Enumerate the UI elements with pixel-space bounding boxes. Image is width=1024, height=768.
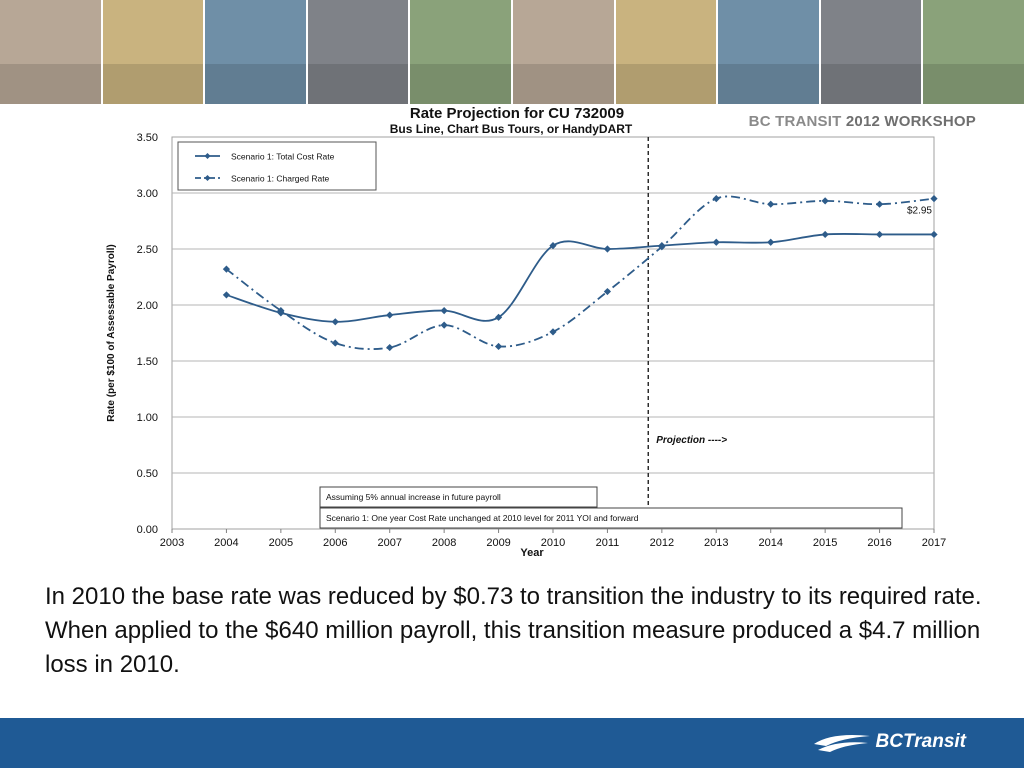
legend-marker <box>204 153 211 159</box>
note-box-payroll <box>319 486 598 508</box>
footer-bar: BCTransit <box>0 718 1024 768</box>
charged-rate-point <box>712 195 720 203</box>
total-cost-rate-point <box>875 230 884 239</box>
x-tick-label: 2003 <box>160 537 184 549</box>
photo-woman-phone <box>0 0 103 104</box>
footer-logo: BCTransit <box>812 730 966 754</box>
chart-title: Rate Projection for CU 732009 <box>410 105 624 122</box>
y-tick-label: 1.00 <box>137 412 158 424</box>
footer-logo-text: BCTransit <box>875 731 966 752</box>
projection-label: Projection ----> <box>656 435 727 446</box>
x-tick-label: 2007 <box>377 537 401 549</box>
charged-rate-line <box>225 195 935 350</box>
x-tick-label: 2006 <box>323 537 347 549</box>
bctransit-swoosh-icon <box>813 735 870 752</box>
charged-rate-point <box>603 287 612 296</box>
legend-marker <box>204 175 211 181</box>
y-tick-label: 3.50 <box>137 132 158 144</box>
charged-rate-point <box>930 195 938 203</box>
charged-rate-point <box>494 342 503 351</box>
photo-kids-table <box>102 0 206 104</box>
x-tick-label: 2014 <box>758 537 782 549</box>
total-cost-rate-line <box>226 232 934 323</box>
x-tick-label: 2008 <box>432 537 456 549</box>
x-tick-label: 2017 <box>922 537 946 549</box>
photo-kids-table <box>615 0 719 104</box>
x-tick-label: 2013 <box>704 537 728 549</box>
total-cost-rate-point <box>494 313 503 321</box>
y-tick-label: 3.00 <box>137 188 158 200</box>
charged-rate-point <box>386 343 394 352</box>
photo-bus-passengers <box>205 0 308 104</box>
total-cost-rate-point <box>930 230 938 239</box>
x-tick-label: 2016 <box>867 537 891 549</box>
total-cost-rate-point <box>603 245 612 253</box>
charged-rate-point <box>875 200 884 208</box>
charged-rate-point <box>767 200 775 208</box>
note-scenario: Scenario 1: One year Cost Rate unchanged… <box>326 513 639 523</box>
legend-label: Scenario 1: Charged Rate <box>231 174 330 184</box>
workshop-logo: BC TRANSIT 2012 WORKSHOP <box>749 113 976 130</box>
x-tick-label: 2011 <box>596 537 620 549</box>
total-cost-rate-point <box>331 318 339 326</box>
charged-rate-point <box>440 321 448 329</box>
y-tick-label: 0.50 <box>137 468 158 480</box>
note-payroll: Assuming 5% annual increase in future pa… <box>326 492 501 502</box>
photo-bus-passengers <box>718 0 821 104</box>
x-tick-label: 2012 <box>650 537 674 549</box>
x-tick-label: 2005 <box>269 537 293 549</box>
total-cost-rate-point <box>549 242 557 250</box>
x-axis-label: Year <box>520 547 544 559</box>
x-tick-label: 2010 <box>541 537 565 549</box>
charged-rate-point <box>549 328 557 336</box>
total-cost-rate-point <box>767 238 775 246</box>
final-value-label: $2.95 <box>907 206 932 217</box>
photo-woman-phone <box>512 0 616 104</box>
charged-rate-point <box>821 197 829 205</box>
legend-box <box>177 141 377 191</box>
x-tick-label: 2004 <box>214 537 238 549</box>
charged-rate-point <box>658 243 666 251</box>
x-tick-label: 2009 <box>486 537 510 549</box>
total-cost-rate-point <box>712 238 720 246</box>
total-cost-rate-point <box>821 230 829 239</box>
y-tick-label: 1.50 <box>137 356 158 368</box>
total-cost-rate-point <box>440 307 448 315</box>
workshop-name: BC TRANSIT <box>748 113 842 130</box>
note-box-scenario <box>319 507 903 529</box>
chart-subtitle: Bus Line, Chart Bus Tours, or HandyDART <box>390 122 633 136</box>
caption-text: In 2010 the base rate was reduced by $0.… <box>45 583 982 678</box>
y-axis-label: Rate (per $100 of Assessable Payroll) <box>106 244 117 422</box>
y-tick-label: 2.00 <box>137 300 158 312</box>
legend-label: Scenario 1: Total Cost Rate <box>231 152 335 162</box>
photo-bus-drivers <box>820 0 924 104</box>
photo-strip <box>0 0 1024 104</box>
workshop-year: 2012 WORKSHOP <box>845 113 976 130</box>
y-tick-label: 0.00 <box>137 524 158 536</box>
y-tick-label: 2.50 <box>137 244 158 256</box>
photo-bus-stop <box>923 0 1024 104</box>
photo-bus-drivers <box>307 0 411 104</box>
photo-bus-stop <box>410 0 513 104</box>
x-tick-label: 2015 <box>813 537 837 549</box>
